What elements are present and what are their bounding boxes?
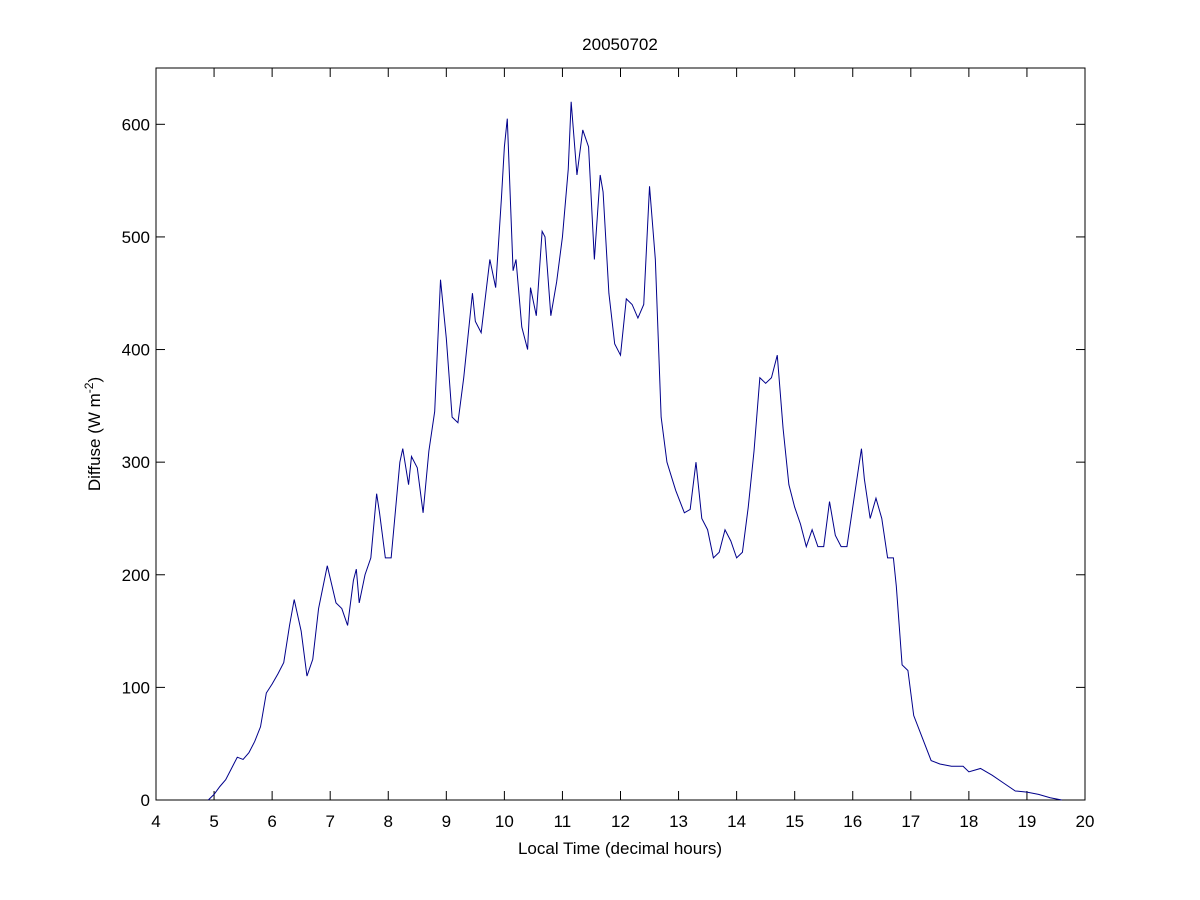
y-tick-label: 0 — [141, 791, 150, 810]
y-tick-label: 600 — [122, 115, 150, 134]
x-tick-label: 15 — [785, 812, 804, 831]
x-tick-label: 20 — [1076, 812, 1095, 831]
x-tick-label: 8 — [384, 812, 393, 831]
chart-title: 20050702 — [582, 35, 658, 54]
y-tick-label: 300 — [122, 453, 150, 472]
y-tick-label: 200 — [122, 566, 150, 585]
data-line — [207, 101, 1062, 801]
x-tick-label: 17 — [901, 812, 920, 831]
x-tick-label: 14 — [727, 812, 746, 831]
x-tick-label: 9 — [442, 812, 451, 831]
x-tick-label: 6 — [267, 812, 276, 831]
x-tick-label: 7 — [325, 812, 334, 831]
x-tick-label: 4 — [151, 812, 160, 831]
y-tick-label: 100 — [122, 678, 150, 697]
y-axis-label-close: ) — [85, 377, 104, 383]
x-tick-label: 18 — [959, 812, 978, 831]
x-tick-label: 12 — [611, 812, 630, 831]
x-tick-label: 11 — [554, 812, 572, 831]
x-axis-label: Local Time (decimal hours) — [518, 839, 722, 858]
x-tick-label: 10 — [495, 812, 514, 831]
y-tick-label: 500 — [122, 228, 150, 247]
x-tick-label: 16 — [843, 812, 862, 831]
x-tick-label: 13 — [669, 812, 688, 831]
y-axis-label-exponent: -2 — [82, 382, 96, 393]
y-axis-label: Diffuse (W m-2) — [82, 377, 104, 491]
y-axis-label-text: Diffuse (W m — [85, 393, 104, 491]
y-tick-label: 400 — [122, 341, 150, 360]
x-tick-label: 19 — [1017, 812, 1036, 831]
x-tick-label: 5 — [209, 812, 218, 831]
